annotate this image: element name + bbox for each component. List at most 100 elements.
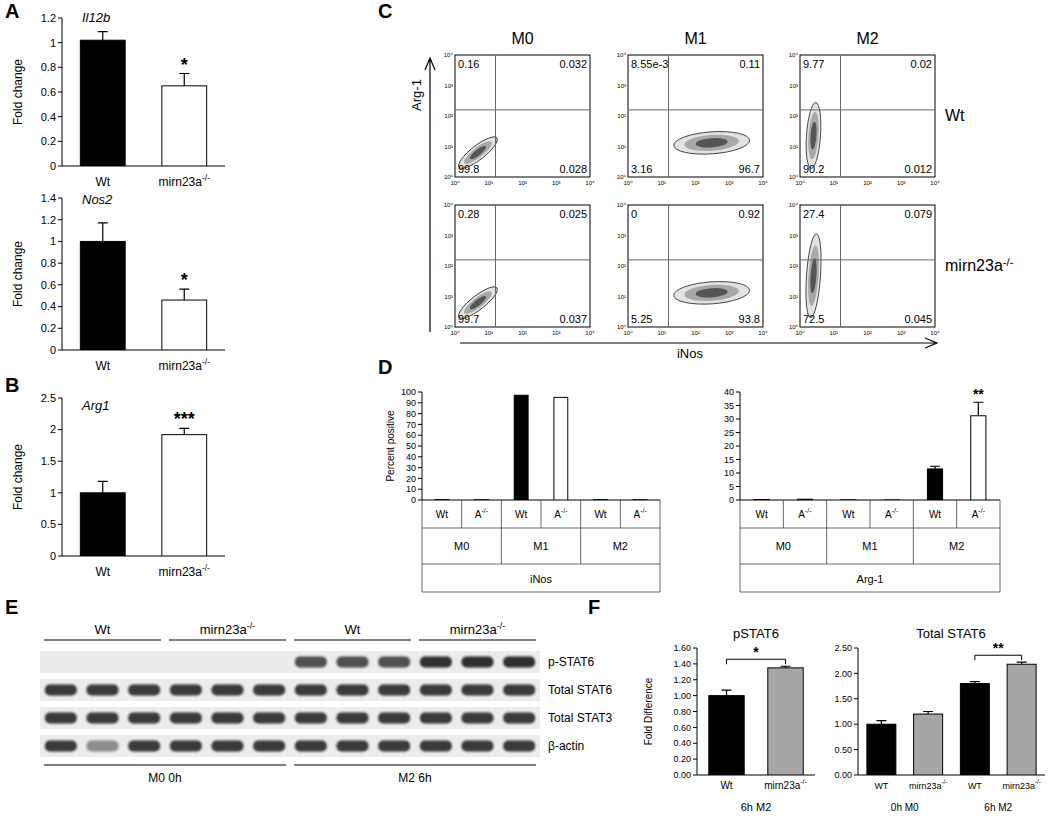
y-tick-label: 0.4 [41,111,56,123]
y-tick [58,306,62,307]
superscript: -/- [202,173,210,183]
bar [162,86,207,166]
lane-group-line [44,639,161,640]
y-tick-label: 1 [50,487,56,499]
superscript: -/- [640,507,647,514]
error-bar [722,690,732,696]
superscript: -/- [561,507,568,514]
superscript: -/- [978,507,985,514]
blot-band [462,741,494,752]
flow-frame [628,55,763,177]
quadrant-value: 0.92 [739,208,760,220]
y-tick [58,92,62,93]
table-line [422,564,660,565]
flow-tick-label: 10³ [725,180,734,186]
significance: *** [174,409,195,429]
flow-tick-label: 10⁴ [758,180,768,186]
table-line [461,500,462,528]
flow-population [804,233,824,318]
flow-tick-label: 10³ [789,233,798,239]
flow-tick-label: 10⁰ [795,180,805,186]
y-tick-label: 1.60 [673,643,691,653]
density-contour [806,245,820,306]
quadrant-value: 0.16 [458,58,479,70]
y-tick [693,775,697,776]
y-tick-label: 100 [401,387,416,397]
flow-tick-label: 10¹ [444,144,453,150]
superscript: -/- [805,507,812,514]
quadrant-line [668,205,669,327]
blot-strip [40,651,540,673]
blot-band [378,741,410,752]
blot-band [212,685,244,696]
flow-tick-label: 10² [444,113,453,119]
table-line [870,500,871,528]
y-tick-label: 0.80 [673,707,691,717]
y-tick [58,42,62,43]
blot-band [212,713,244,724]
x-tick-label: A-/- [634,507,648,520]
blot-band [337,741,369,752]
chart-title: Nos2 [82,192,113,207]
y-tick [854,673,858,674]
lane-group-label: Wt [345,622,361,637]
significance: * [753,644,759,660]
blot-band [503,685,535,696]
quadrant-value: 0.28 [458,208,479,220]
flow-frame [800,205,935,327]
quadrant-value: 90.2 [803,163,824,175]
quadrant-value: 99.8 [458,163,479,175]
column-header: M1 [684,30,706,47]
figure: ABCDEF00.20.40.60.811.2Wtmirn23a-/-Il12b… [0,0,1050,838]
y-tick [736,446,740,447]
y-tick-label: 10 [724,468,734,478]
y-tick-label: 70 [406,420,416,430]
superscript: -/- [800,778,807,785]
flow-population [804,102,823,169]
label-part: mirn23a [764,780,801,791]
flow-frame [455,55,590,177]
y-tick-label: 30 [406,463,416,473]
quadrant-value: 72.5 [803,313,824,325]
bar [162,435,207,556]
flow-tick-label: 10⁴ [617,52,627,58]
y-tick [736,405,740,406]
density-contour [684,283,740,303]
y-tick-label: 5 [729,482,734,492]
y-tick-label: 1 [50,235,56,247]
condition-label: M2 6h [398,771,431,785]
density-contour [810,121,818,149]
y-tick [58,556,62,557]
flow-frame [455,205,590,327]
blot-band [45,741,77,752]
label-part: mirn23a [159,565,203,579]
y-tick [58,219,62,220]
y-tick [693,743,697,744]
group-label: M1 [862,540,877,552]
label-part: mirn23a [200,622,248,637]
error-bar [179,74,189,86]
blot-band [295,713,327,724]
panel-letter: E [5,596,18,618]
quadrant-value: 0.032 [559,58,587,70]
quadrant-line [668,55,669,177]
y-tick [58,116,62,117]
density-contour [804,102,823,169]
quadrant-value: 0.11 [739,58,760,70]
flow-tick-label: 10¹ [444,294,453,300]
blot-band [128,741,160,752]
error-bar [781,666,791,668]
superscript: -/- [497,621,506,631]
label-part: mirn23a [159,359,203,373]
quadrant-value: 93.8 [739,313,760,325]
quadrant-value: 0.028 [559,163,587,175]
y-tick [693,711,697,712]
quadrant-value: 8.55e-3 [631,58,668,70]
error-bar [930,466,940,469]
x-axis-label: iNos [677,346,704,361]
table-line [913,500,914,564]
bars [80,32,206,166]
quadrant-value: 0.079 [904,208,932,220]
y-tick [418,424,422,425]
blot-band [420,657,452,668]
